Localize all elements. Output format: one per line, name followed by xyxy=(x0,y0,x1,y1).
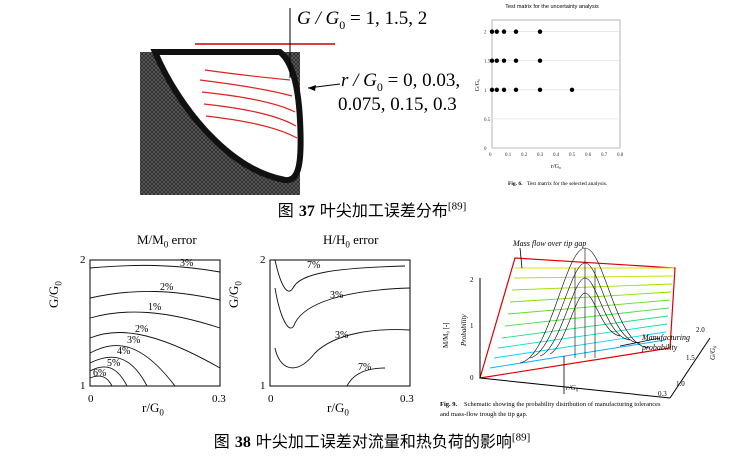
test-matrix-chart: Test matrix for the uncertainty analysis… xyxy=(470,0,635,195)
matrix-title: Test matrix for the uncertainty analysis xyxy=(505,4,599,10)
left-ytick-bot: 1 xyxy=(80,380,86,392)
mass-flow-contour-label: 2% xyxy=(135,324,148,335)
matrix-ytick: 2 xyxy=(484,31,487,36)
mass-flow-contour-label: 6% xyxy=(93,368,106,379)
matrix-point xyxy=(513,29,519,34)
mass-flow-contour-label: 1% xyxy=(148,302,161,313)
schematic-fig-text: and mass-flow trough the tip gap. xyxy=(440,411,528,418)
matrix-xtick: 0 xyxy=(489,153,492,158)
heat-load-error-panel: H/H0 error 7% 3% 3% 7% xyxy=(235,228,420,418)
surface-outline xyxy=(479,257,676,379)
mid-ytick-top: 2 xyxy=(260,254,266,266)
heat-load-contour-label: 7% xyxy=(307,260,320,271)
left-xtick-0: 0 xyxy=(88,393,94,405)
manufacturing-label: Manufacturing xyxy=(641,333,690,342)
matrix-xtick: 0.3 xyxy=(537,153,544,158)
schematic-gtick: 2.0 xyxy=(696,326,705,334)
mass-flow-contour-label: 4% xyxy=(117,346,130,357)
mass-flow-contour-label: 3% xyxy=(180,258,193,269)
mid-xtick-0: 0 xyxy=(268,393,274,405)
matrix-fig-text: Test matrix for the selected analysis. xyxy=(527,180,608,187)
mass-flow-contour-label: 2% xyxy=(160,282,173,293)
gap-formula: G / G0 = 1, 1.5, 2 xyxy=(297,8,428,32)
schematic-ytick: 1 xyxy=(470,322,474,330)
matrix-xlabel: r/G₀ xyxy=(551,164,561,170)
left-xlabel: r/G0 xyxy=(142,400,164,418)
mid-ytick-bot: 1 xyxy=(260,380,266,392)
figure-37-caption: 图 37 叶尖加工误差分布[89] xyxy=(277,200,467,220)
matrix-ytick: 0 xyxy=(484,147,487,152)
schematic-xlabel: r/G₀ xyxy=(566,384,579,392)
blade-tip-outline xyxy=(150,49,304,184)
mid-xtick-03: 0.3 xyxy=(400,393,414,405)
matrix-point xyxy=(494,87,499,93)
radius-formula-line2: 0.075, 0.15, 0.3 xyxy=(338,94,457,115)
surface-mesh xyxy=(489,267,674,369)
matrix-point xyxy=(489,87,495,93)
mid-ylabel: G/G0 xyxy=(226,281,244,308)
matrix-xtick: 0.4 xyxy=(553,153,560,158)
matrix-point xyxy=(494,58,499,63)
matrix-xtick: 0.2 xyxy=(521,153,528,158)
matrix-point xyxy=(501,87,507,93)
schematic-xtick: 0.3 xyxy=(658,390,667,398)
mass-flow-contours xyxy=(89,264,221,387)
radius-formula-line1: r / G0 = 0, 0.03, xyxy=(341,70,461,94)
matrix-point xyxy=(537,58,543,63)
tip-mesh-figure xyxy=(140,0,485,195)
matrix-xtick: 0.7 xyxy=(601,153,608,158)
schematic-gtick: 1.0 xyxy=(676,380,685,388)
mass-flow-error-panel: M/M0 error 3% 2% 1% 2% 3% 4% 5% 6% xyxy=(55,228,240,418)
matrix-xtick: 0.5 xyxy=(569,153,576,158)
heat-load-contour-label: 3% xyxy=(330,290,343,301)
matrix-xtick: 0.6 xyxy=(585,153,592,158)
heat-load-contour-label: 7% xyxy=(358,362,371,373)
mass-flow-label: Mass flow over tip gap xyxy=(512,239,586,248)
matrix-ytick: 1 xyxy=(484,89,487,94)
matrix-point xyxy=(513,58,519,63)
heat-load-contour-label: 3% xyxy=(335,330,348,341)
matrix-xtick: 0.8 xyxy=(617,153,624,158)
mass-flow-error-title: M/M0 error xyxy=(137,232,197,250)
matrix-xtick: 0.1 xyxy=(505,153,512,158)
matrix-ylabel: G/G₀ xyxy=(475,79,481,91)
matrix-point xyxy=(501,29,507,34)
matrix-point xyxy=(569,87,575,93)
matrix-ytick: 0.5 xyxy=(484,118,491,123)
schematic-ylabel: M/M₀ [-] xyxy=(442,322,450,348)
mass-flow-contour-label: 5% xyxy=(107,358,120,369)
matrix-point xyxy=(501,58,507,63)
matrix-point xyxy=(489,58,495,63)
matrix-point xyxy=(537,29,543,34)
matrix-ytick: 1.5 xyxy=(484,60,491,65)
probability-label: probability xyxy=(641,343,678,352)
heat-load-contours xyxy=(274,259,411,387)
matrix-fig-label: Fig. 6. xyxy=(508,181,523,187)
left-ytick-top: 2 xyxy=(80,254,86,266)
matrix-point xyxy=(513,87,519,93)
mass-flow-contour-label: 3% xyxy=(127,335,140,346)
schematic-gtick: 1.5 xyxy=(686,354,695,362)
left-ylabel: G/G0 xyxy=(46,281,64,308)
matrix-point xyxy=(494,29,499,34)
schematic-ytick: 2 xyxy=(470,276,474,284)
left-xtick-03: 0.3 xyxy=(212,393,226,405)
mid-xlabel: r/G0 xyxy=(327,400,349,418)
probability-bell-curve xyxy=(519,247,651,364)
schematic-ytick: 0 xyxy=(470,374,474,382)
probability-schematic: Mass flow over tip gap Manufacturing pro… xyxy=(430,228,735,428)
schematic-fig-label: Fig. 9. xyxy=(440,401,458,408)
heat-load-error-title: H/H0 error xyxy=(323,232,379,250)
probability-axis-label: Probability xyxy=(460,313,468,347)
matrix-point xyxy=(537,87,543,93)
schematic-g-label: G/G₀ xyxy=(709,345,717,360)
schematic-fig-text: Schematic showing the probability distri… xyxy=(464,401,661,408)
figure-38-caption: 图 38 叶尖加工误差对流量和热负荷的影响[89] xyxy=(213,431,531,451)
matrix-point xyxy=(489,29,495,34)
fillet-radius-curves xyxy=(199,69,298,139)
